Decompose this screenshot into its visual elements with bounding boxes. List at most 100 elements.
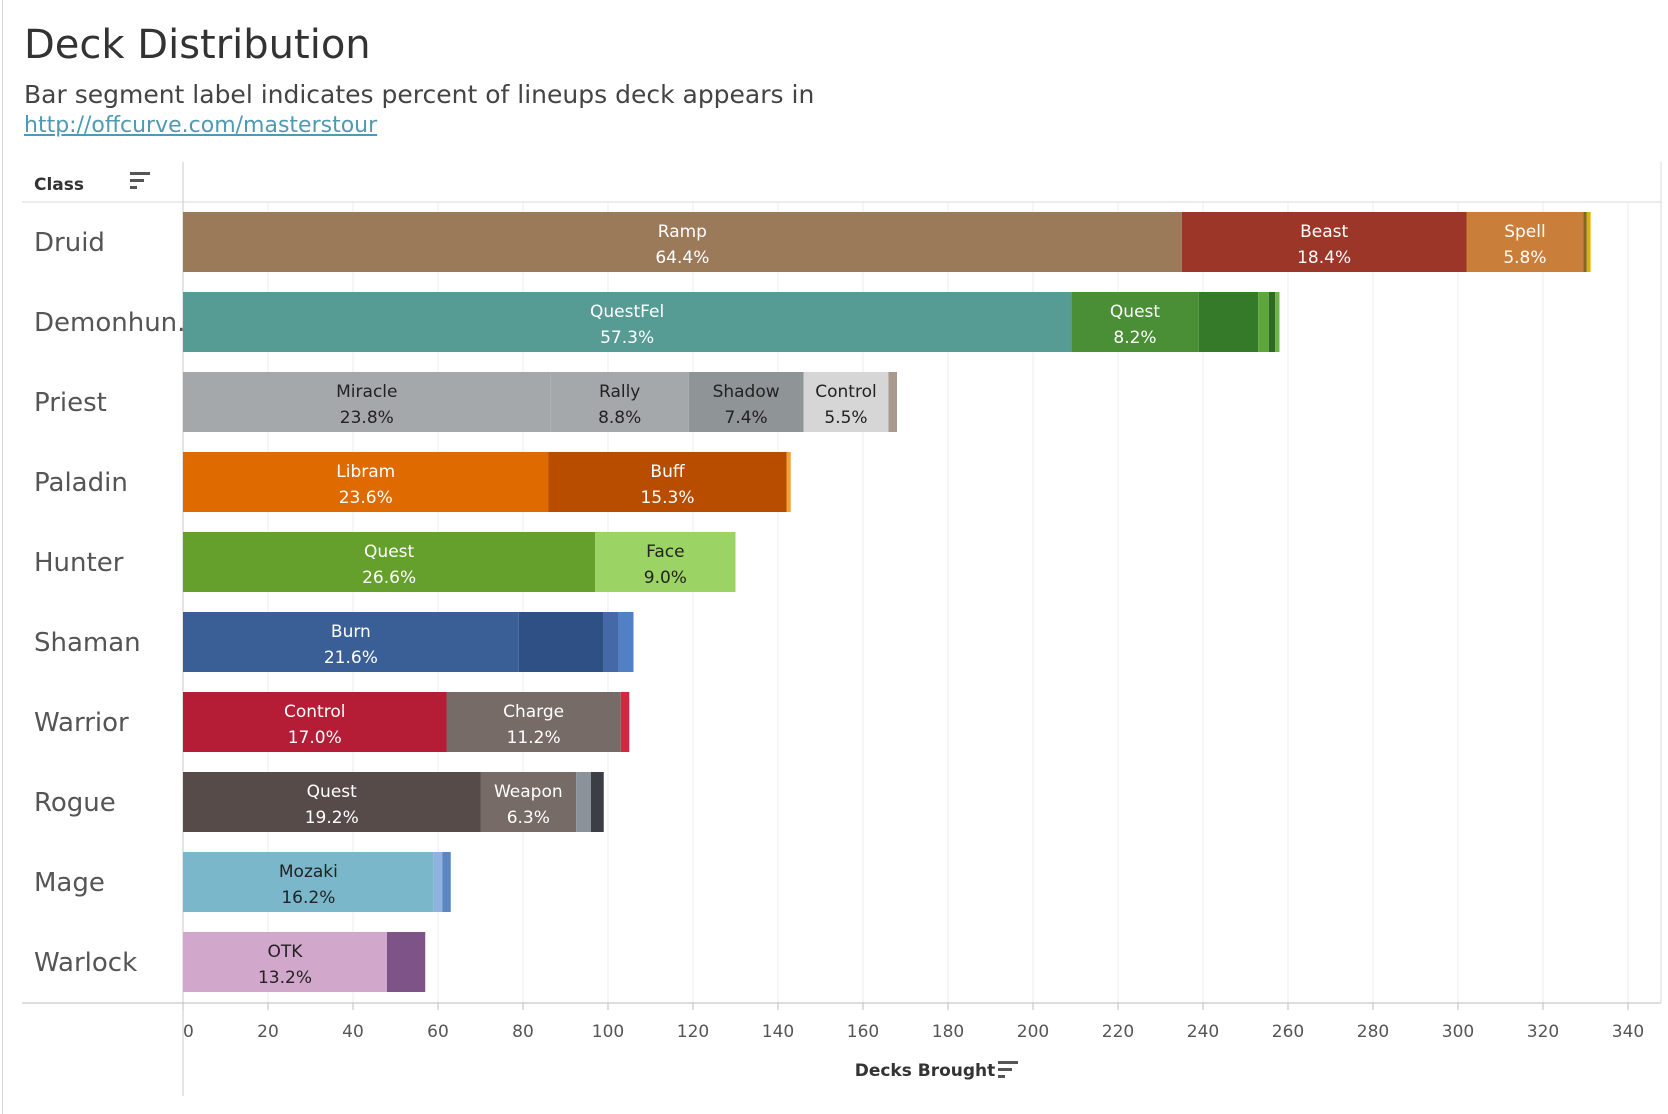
bar-segment[interactable] bbox=[1198, 292, 1259, 352]
bar-segment[interactable] bbox=[576, 772, 591, 832]
tick-label: 280 bbox=[1357, 1022, 1389, 1042]
bar-segment[interactable] bbox=[1586, 212, 1591, 272]
bar-segment[interactable] bbox=[1258, 292, 1269, 352]
sort-icon[interactable] bbox=[130, 172, 150, 189]
bar-row-rogue: Rogue Quest 19.2% Weapon 6.3% bbox=[34, 772, 604, 832]
segment-name-label: Quest bbox=[307, 782, 357, 802]
bar-segment[interactable] bbox=[480, 772, 577, 832]
bar-segment[interactable] bbox=[442, 852, 451, 912]
bar-segment[interactable] bbox=[1071, 292, 1199, 352]
tick-label: 320 bbox=[1527, 1022, 1559, 1042]
bar-segment[interactable] bbox=[183, 612, 519, 672]
bar-segment[interactable] bbox=[433, 852, 443, 912]
bar-segment[interactable] bbox=[548, 452, 787, 512]
segment-percent-label: 19.2% bbox=[305, 808, 359, 828]
bar-rows: Druid Ramp 64.4% Beast 18.4% Spell 5.8% Demonhu… bbox=[34, 212, 1591, 992]
tick-label: 200 bbox=[1017, 1022, 1049, 1042]
sort-icon[interactable] bbox=[998, 1061, 1018, 1078]
segment-name-label: Control bbox=[284, 702, 345, 722]
bar-segment[interactable] bbox=[595, 532, 736, 592]
tick-label: 100 bbox=[592, 1022, 624, 1042]
segment-percent-label: 11.2% bbox=[507, 728, 561, 748]
bar-segment[interactable] bbox=[888, 372, 898, 432]
bar-segment[interactable] bbox=[550, 372, 689, 432]
class-label: Mage bbox=[34, 868, 105, 898]
bar-row-demonhun: Demonhun.. QuestFel 57.3% Quest 8.2% bbox=[34, 292, 1280, 352]
bar-segment[interactable] bbox=[183, 852, 434, 912]
segment-percent-label: 8.8% bbox=[598, 408, 641, 428]
segment-name-label: Miracle bbox=[336, 382, 397, 402]
bar-segment[interactable] bbox=[786, 452, 791, 512]
bar-segment[interactable] bbox=[1181, 212, 1467, 272]
bar-segment[interactable] bbox=[1268, 292, 1276, 352]
class-label: Druid bbox=[34, 228, 105, 258]
tick-label: 140 bbox=[762, 1022, 794, 1042]
segment-name-label: Control bbox=[815, 382, 876, 402]
bar-segment[interactable] bbox=[518, 612, 604, 672]
tick-label: 160 bbox=[847, 1022, 879, 1042]
segment-percent-label: 57.3% bbox=[600, 328, 654, 348]
segment-percent-label: 64.4% bbox=[655, 248, 709, 268]
segment-percent-label: 26.6% bbox=[362, 568, 416, 588]
bar-segment[interactable] bbox=[183, 212, 1182, 272]
bar-segment[interactable] bbox=[183, 452, 549, 512]
bar-row-mage: Mage Mozaki 16.2% bbox=[34, 852, 451, 912]
bar-segment[interactable] bbox=[591, 772, 604, 832]
segment-name-label: Spell bbox=[1504, 222, 1546, 242]
segment-percent-label: 5.5% bbox=[824, 408, 867, 428]
bar-segment[interactable] bbox=[183, 772, 481, 832]
bar-segment[interactable] bbox=[603, 612, 619, 672]
bar-segment[interactable] bbox=[183, 932, 387, 992]
segment-percent-label: 16.2% bbox=[281, 888, 335, 908]
segment-name-label: Charge bbox=[503, 702, 564, 722]
tick-label: 80 bbox=[512, 1022, 534, 1042]
class-label: Demonhun.. bbox=[34, 308, 194, 338]
segment-name-label: Quest bbox=[1110, 302, 1160, 322]
class-label: Rogue bbox=[34, 788, 116, 818]
bar-segment[interactable] bbox=[183, 292, 1072, 352]
x-axis-title: Decks Brought bbox=[855, 1061, 996, 1081]
tick-label: 20 bbox=[257, 1022, 279, 1042]
segment-percent-label: 15.3% bbox=[640, 488, 694, 508]
class-label: Priest bbox=[34, 388, 107, 418]
bar-segment[interactable] bbox=[183, 532, 596, 592]
segment-name-label: Rally bbox=[599, 382, 640, 402]
segment-name-label: Ramp bbox=[658, 222, 707, 242]
tick-label: 240 bbox=[1187, 1022, 1219, 1042]
bar-row-shaman: Shaman Burn 21.6% bbox=[34, 612, 634, 672]
bar-segment[interactable] bbox=[688, 372, 804, 432]
bar-segment[interactable] bbox=[183, 372, 551, 432]
segment-name-label: Libram bbox=[336, 462, 395, 482]
segment-name-label: Beast bbox=[1300, 222, 1348, 242]
segment-name-label: QuestFel bbox=[590, 302, 664, 322]
page-subtitle: Bar segment label indicates percent of l… bbox=[24, 80, 815, 109]
tick-label: 220 bbox=[1102, 1022, 1134, 1042]
row-header-class: Class bbox=[34, 175, 84, 195]
bar-segment[interactable] bbox=[183, 692, 447, 752]
bar-row-warlock: Warlock OTK 13.2% bbox=[34, 932, 426, 992]
bar-row-paladin: Paladin Libram 23.6% Buff 15.3% bbox=[34, 452, 791, 512]
bar-segment[interactable] bbox=[620, 692, 630, 752]
segment-percent-label: 7.4% bbox=[725, 408, 768, 428]
bar-segment[interactable] bbox=[1275, 292, 1280, 352]
x-axis: 0 20 40 60 80 100 120 140 160 180 200 220 240 260 280 3… bbox=[182, 1003, 1644, 1042]
segment-percent-label: 23.6% bbox=[339, 488, 393, 508]
bar-segment[interactable] bbox=[1466, 212, 1584, 272]
tick-label: 60 bbox=[427, 1022, 449, 1042]
source-link[interactable]: http://offcurve.com/masterstour bbox=[24, 113, 378, 138]
bar-segment[interactable] bbox=[803, 372, 889, 432]
bar-segment[interactable] bbox=[387, 932, 426, 992]
bar-segment[interactable] bbox=[618, 612, 634, 672]
segment-percent-label: 21.6% bbox=[324, 648, 378, 668]
tick-label: 340 bbox=[1612, 1022, 1644, 1042]
bar-row-warrior: Warrior Control 17.0% Charge 11.2% bbox=[34, 692, 630, 752]
class-label: Paladin bbox=[34, 468, 128, 498]
segment-name-label: Buff bbox=[650, 462, 685, 482]
bar-segment[interactable] bbox=[1583, 212, 1587, 272]
class-label: Hunter bbox=[34, 548, 124, 578]
bar-row-priest: Priest Miracle 23.8% Rally 8.8% Shadow 7.4% Con… bbox=[34, 372, 897, 432]
tick-label: 0 bbox=[183, 1022, 194, 1042]
tick-label: 40 bbox=[342, 1022, 364, 1042]
bar-segment[interactable] bbox=[446, 692, 621, 752]
